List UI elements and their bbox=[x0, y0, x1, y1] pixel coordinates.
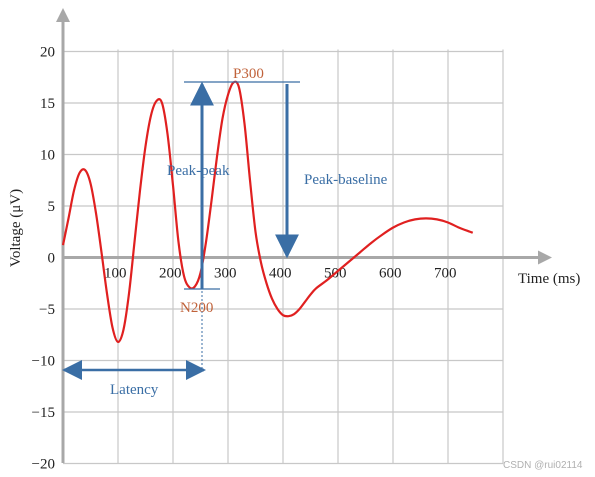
p300-label: P300 bbox=[233, 66, 264, 82]
x-tick-label: 600 bbox=[379, 266, 402, 282]
x-tick-label: 300 bbox=[214, 266, 237, 282]
y-tick-label: −5 bbox=[39, 302, 55, 318]
x-tick-label: 200 bbox=[159, 266, 182, 282]
watermark: CSDN @rui02114 bbox=[503, 460, 583, 471]
x-axis-arrowhead bbox=[538, 250, 552, 265]
y-axis-arrowhead bbox=[56, 8, 70, 22]
erp-waveform-line bbox=[61, 80, 474, 344]
y-tick-label: 5 bbox=[48, 199, 56, 215]
n200-label: N200 bbox=[180, 300, 213, 316]
peak-baseline-label: Peak-baseline bbox=[304, 172, 388, 188]
y-tick-label: 15 bbox=[40, 96, 55, 112]
x-tick-label: 700 bbox=[434, 266, 457, 282]
y-tick-label: 20 bbox=[40, 45, 55, 61]
series-layer bbox=[61, 80, 474, 344]
x-tick-label: 100 bbox=[104, 266, 127, 282]
y-tick-label: −15 bbox=[32, 405, 55, 421]
x-tick-label: 400 bbox=[269, 266, 292, 282]
y-axis-label: Voltage (μV) bbox=[8, 189, 24, 267]
y-tick-label: 10 bbox=[40, 148, 55, 164]
latency-label: Latency bbox=[110, 382, 159, 398]
y-tick-label: −20 bbox=[32, 457, 55, 473]
x-axis-label: Time (ms) bbox=[518, 271, 580, 287]
annotations: P300 N200 Peak-peak Peak-baseline Latenc… bbox=[62, 66, 388, 398]
peak-peak-label: Peak-peak bbox=[167, 163, 230, 179]
y-tick-label: 0 bbox=[48, 251, 56, 267]
y-tick-label: −10 bbox=[32, 354, 55, 370]
